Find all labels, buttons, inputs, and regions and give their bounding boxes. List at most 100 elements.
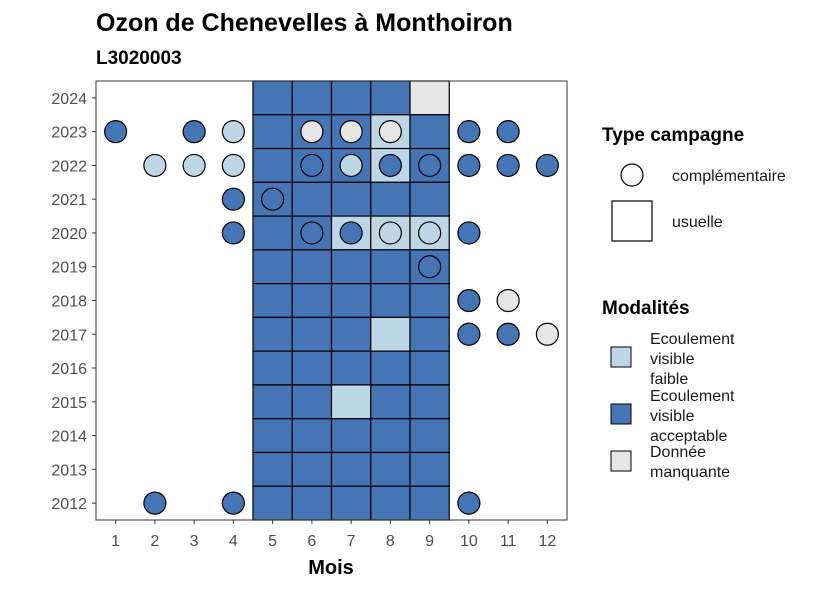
y-tick-label: 2012 bbox=[51, 496, 87, 513]
usuelle-tiles bbox=[252, 80, 450, 521]
usuelle-tile bbox=[370, 80, 411, 116]
complementaire-point bbox=[418, 255, 442, 279]
usuelle-tile bbox=[252, 114, 293, 150]
complementaire-point bbox=[378, 120, 402, 144]
x-tick-label: 4 bbox=[229, 533, 238, 550]
usuelle-tile bbox=[370, 181, 411, 217]
y-tick-label: 2019 bbox=[51, 260, 87, 277]
complementaire-point bbox=[143, 491, 167, 515]
y-tick-label: 2018 bbox=[51, 294, 87, 311]
legend-modalites: Modalités Ecoulement visible faible Ecoule… bbox=[602, 298, 735, 481]
legend-key-acceptable bbox=[610, 403, 632, 425]
y-tick-label: 2013 bbox=[51, 462, 87, 479]
y-tick-label: 2020 bbox=[51, 226, 87, 243]
x-axis-label: Mois bbox=[308, 557, 354, 579]
usuelle-tile bbox=[252, 249, 293, 285]
complementaire-point bbox=[535, 153, 559, 178]
x-tick-label: 12 bbox=[538, 533, 556, 550]
complementaire-point bbox=[221, 153, 245, 178]
complementaire-point bbox=[378, 221, 402, 245]
legend-type-title: Type campagne bbox=[602, 125, 744, 146]
complementaire-point bbox=[339, 153, 363, 178]
legend-type-campagne: Type campagne complémentaire usuelle bbox=[602, 125, 786, 242]
complementaire-point bbox=[496, 153, 520, 178]
y-tick-label: 2021 bbox=[51, 192, 87, 209]
usuelle-tile bbox=[252, 147, 293, 183]
usuelle-tile bbox=[370, 451, 411, 487]
x-tick-label: 10 bbox=[460, 533, 478, 550]
usuelle-tile bbox=[252, 215, 293, 251]
legend-key-manquante bbox=[610, 450, 632, 472]
usuelle-tile bbox=[291, 350, 333, 386]
legend-square-key bbox=[611, 200, 653, 242]
complementaire-point bbox=[143, 153, 167, 178]
usuelle-tile bbox=[291, 418, 333, 454]
usuelle-tile bbox=[330, 485, 372, 521]
y-tick-label: 2017 bbox=[51, 327, 87, 344]
usuelle-tile bbox=[409, 485, 450, 521]
usuelle-tile bbox=[291, 80, 333, 116]
complementaire-point bbox=[300, 221, 324, 245]
y-tick-label: 2024 bbox=[51, 91, 87, 108]
usuelle-tile bbox=[409, 181, 450, 217]
complementaire-point bbox=[378, 153, 402, 178]
usuelle-tile bbox=[252, 283, 293, 318]
legend-type-label-complementaire: complémentaire bbox=[672, 168, 786, 185]
usuelle-tile bbox=[370, 316, 411, 352]
usuelle-tile bbox=[370, 283, 411, 318]
usuelle-tile bbox=[330, 181, 372, 217]
complementaire-point bbox=[457, 288, 481, 313]
x-tick-label: 5 bbox=[268, 533, 277, 550]
x-tick-label: 7 bbox=[347, 533, 356, 550]
chart-subtitle: L3020003 bbox=[96, 48, 182, 69]
complementaire-point bbox=[221, 491, 245, 515]
usuelle-tile bbox=[291, 316, 333, 352]
complementaire-point bbox=[457, 120, 481, 144]
usuelle-tile bbox=[252, 384, 293, 420]
usuelle-tile bbox=[409, 283, 450, 318]
usuelle-tile bbox=[252, 485, 293, 521]
usuelle-tile bbox=[370, 384, 411, 420]
usuelle-tile bbox=[330, 350, 372, 386]
complementaire-point bbox=[221, 187, 245, 211]
y-tick-label: 2023 bbox=[51, 125, 87, 142]
usuelle-tile bbox=[330, 384, 372, 420]
complementaire-point bbox=[339, 120, 363, 144]
usuelle-tile bbox=[370, 485, 411, 521]
usuelle-tile bbox=[291, 181, 333, 217]
x-tick-label: 1 bbox=[111, 533, 120, 550]
y-tick-label: 2015 bbox=[51, 395, 87, 412]
usuelle-tile bbox=[370, 249, 411, 285]
complementaire-points bbox=[104, 120, 559, 515]
complementaire-point bbox=[457, 491, 481, 515]
x-tick-label: 9 bbox=[425, 533, 434, 550]
complementaire-point bbox=[300, 153, 324, 178]
chart-title: Ozon de Chenevelles à Monthoiron bbox=[96, 9, 513, 37]
usuelle-tile bbox=[330, 249, 372, 285]
usuelle-tile bbox=[330, 451, 372, 487]
complementaire-point bbox=[339, 221, 363, 245]
usuelle-tile bbox=[252, 418, 293, 454]
usuelle-tile bbox=[330, 80, 372, 116]
usuelle-tile bbox=[252, 451, 293, 487]
complementaire-point bbox=[496, 288, 520, 313]
usuelle-tile bbox=[409, 80, 450, 116]
usuelle-tile bbox=[330, 418, 372, 454]
legend-type-label-usuelle: usuelle bbox=[672, 214, 723, 231]
legend-label-faible: Ecoulement visible faible bbox=[650, 331, 735, 388]
usuelle-tile bbox=[252, 316, 293, 352]
legend-label-manquante: Donnée manquante bbox=[650, 444, 730, 481]
x-tick-label: 2 bbox=[150, 533, 159, 550]
x-tick-label: 3 bbox=[190, 533, 199, 550]
complementaire-point bbox=[496, 120, 520, 144]
y-tick-label: 2014 bbox=[51, 429, 87, 446]
y-tick-label: 2016 bbox=[51, 361, 87, 378]
complementaire-point bbox=[221, 221, 245, 245]
usuelle-tile bbox=[370, 350, 411, 386]
complementaire-point bbox=[418, 153, 442, 178]
legend-circle-key bbox=[620, 163, 644, 187]
complementaire-point bbox=[182, 153, 206, 178]
complementaire-point bbox=[496, 322, 520, 346]
usuelle-tile bbox=[409, 316, 450, 352]
